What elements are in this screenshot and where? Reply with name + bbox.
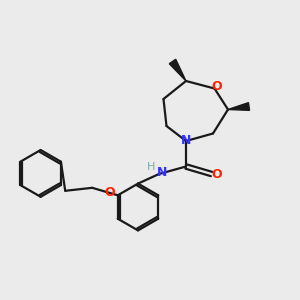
Text: H: H [146,162,155,172]
Polygon shape [169,59,186,81]
Polygon shape [228,103,250,110]
Text: O: O [212,167,222,181]
Text: N: N [157,166,167,179]
Text: O: O [212,80,222,93]
Text: N: N [181,134,191,148]
Text: O: O [104,186,115,199]
